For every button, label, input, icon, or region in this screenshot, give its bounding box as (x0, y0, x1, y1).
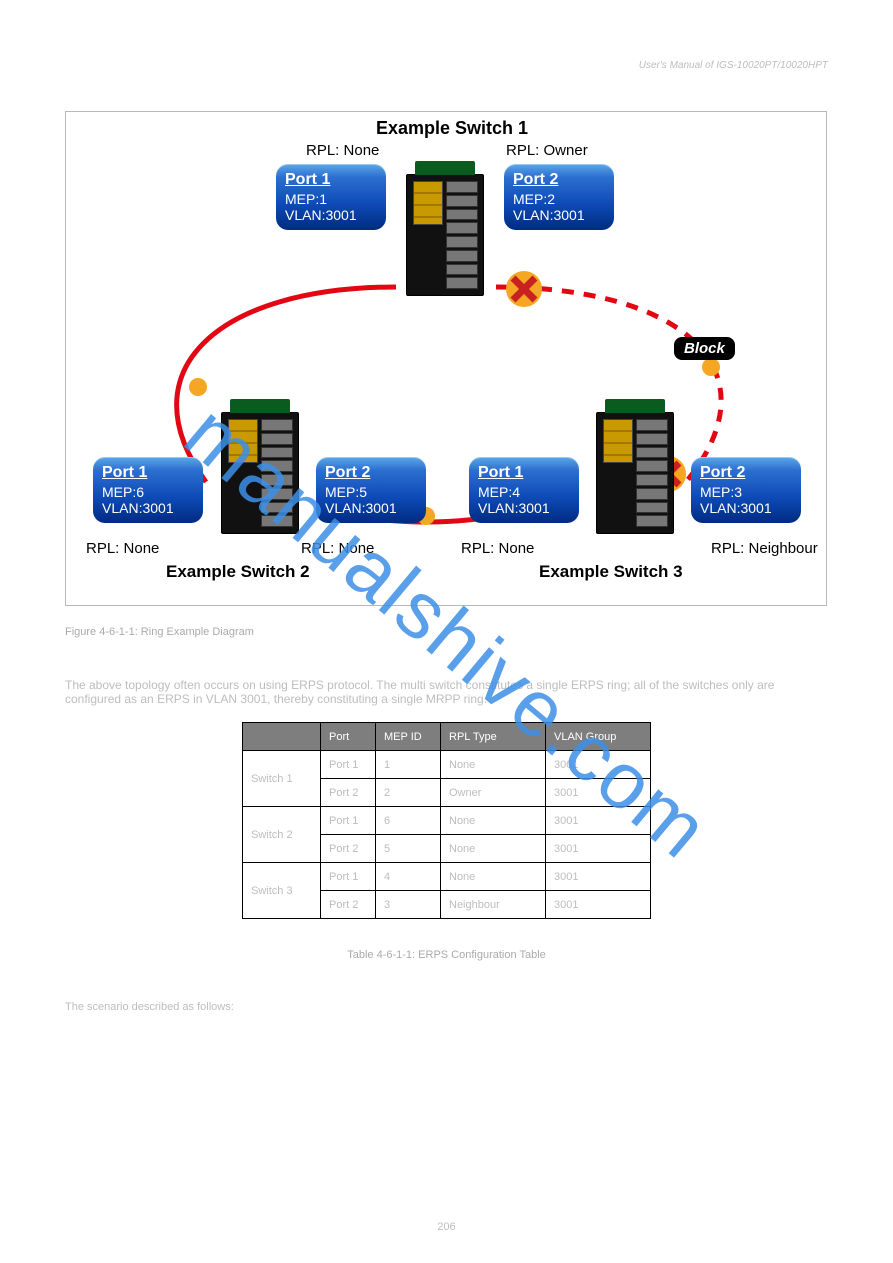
cell: Switch 2 (243, 807, 321, 863)
th-vlan: VLAN Group (546, 723, 651, 751)
switch1-port1-rpl: RPL: None (306, 142, 379, 159)
cell: Owner (441, 779, 546, 807)
switch3-port2-box: Port 2 MEP:3 VLAN:3001 (691, 457, 801, 523)
table-row: Switch 2 Port 1 6 None 3001 (243, 807, 651, 835)
switch1-title: Example Switch 1 (376, 118, 528, 139)
cell: 3001 (546, 751, 651, 779)
switch1-port2-box: Port 2 MEP:2 VLAN:3001 (504, 164, 614, 230)
cell: 3001 (546, 807, 651, 835)
diagram-caption: Figure 4-6-1-1: Ring Example Diagram (65, 626, 828, 638)
port-mep: MEP:3 (700, 484, 792, 500)
port-mep: MEP:2 (513, 191, 605, 207)
th-rpl: RPL Type (441, 723, 546, 751)
table-row: Switch 3 Port 1 4 None 3001 (243, 863, 651, 891)
switch1-port2-rpl: RPL: Owner (506, 142, 588, 159)
cell: None (441, 835, 546, 863)
cell: 3001 (546, 779, 651, 807)
switch1-device-icon (406, 174, 484, 296)
table-header-row: Port MEP ID RPL Type VLAN Group (243, 723, 651, 751)
port-vlan: VLAN:3001 (285, 207, 377, 223)
cell: 4 (376, 863, 441, 891)
cell: 3 (376, 891, 441, 919)
cell: None (441, 807, 546, 835)
intro-paragraph: The above topology often occurs on using… (65, 678, 828, 706)
switch2-title: Example Switch 2 (166, 562, 310, 582)
ring-diagram: Example Switch 1 RPL: None RPL: Owner Po… (65, 111, 827, 606)
switch3-title: Example Switch 3 (539, 562, 683, 582)
switch2-port1-rpl: RPL: None (86, 540, 159, 557)
cell: Port 2 (321, 891, 376, 919)
port-mep: MEP:4 (478, 484, 570, 500)
port-title: Port 2 (325, 464, 417, 482)
port-vlan: VLAN:3001 (102, 500, 194, 516)
port-mep: MEP:6 (102, 484, 194, 500)
th-port: Port (321, 723, 376, 751)
table-caption: Table 4-6-1-1: ERPS Configuration Table (65, 949, 828, 961)
switch1-port1-box: Port 1 MEP:1 VLAN:3001 (276, 164, 386, 230)
port-title: Port 2 (700, 464, 792, 482)
cell: Switch 3 (243, 863, 321, 919)
cell: Switch 1 (243, 751, 321, 807)
switch3-port1-rpl: RPL: None (461, 540, 534, 557)
port-vlan: VLAN:3001 (513, 207, 605, 223)
cell: Port 2 (321, 779, 376, 807)
page-header: User's Manual of IGS-10020PT/10020HPT (65, 60, 828, 71)
port-vlan: VLAN:3001 (700, 500, 792, 516)
footnote-text: The scenario described as follows: (65, 1001, 828, 1013)
page-number: 206 (0, 1221, 893, 1233)
th-empty (243, 723, 321, 751)
port-vlan: VLAN:3001 (325, 500, 417, 516)
cell: Port 1 (321, 807, 376, 835)
switch3-port1-box: Port 1 MEP:4 VLAN:3001 (469, 457, 579, 523)
port-title: Port 2 (513, 171, 605, 189)
cell: 6 (376, 807, 441, 835)
cell: None (441, 751, 546, 779)
erps-config-table: Port MEP ID RPL Type VLAN Group Switch 1… (242, 722, 651, 919)
block-badge: Block (674, 337, 735, 360)
switch3-device-icon (596, 412, 674, 534)
switch3-port2-rpl: RPL: Neighbour (711, 540, 818, 557)
port-title: Port 1 (285, 171, 377, 189)
switch2-device-icon (221, 412, 299, 534)
port-title: Port 1 (478, 464, 570, 482)
cell: Port 1 (321, 863, 376, 891)
cell: None (441, 863, 546, 891)
port-vlan: VLAN:3001 (478, 500, 570, 516)
cell: 3001 (546, 863, 651, 891)
port-mep: MEP:1 (285, 191, 377, 207)
cell: 2 (376, 779, 441, 807)
cell: 1 (376, 751, 441, 779)
port-mep: MEP:5 (325, 484, 417, 500)
switch2-port2-rpl: RPL: None (301, 540, 374, 557)
cell: 3001 (546, 891, 651, 919)
cell: Port 2 (321, 835, 376, 863)
th-mepid: MEP ID (376, 723, 441, 751)
switch2-port1-box: Port 1 MEP:6 VLAN:3001 (93, 457, 203, 523)
cell: Port 1 (321, 751, 376, 779)
cell: 5 (376, 835, 441, 863)
cell: 3001 (546, 835, 651, 863)
cell: Neighbour (441, 891, 546, 919)
table-row: Switch 1 Port 1 1 None 3001 (243, 751, 651, 779)
port-title: Port 1 (102, 464, 194, 482)
switch2-port2-box: Port 2 MEP:5 VLAN:3001 (316, 457, 426, 523)
